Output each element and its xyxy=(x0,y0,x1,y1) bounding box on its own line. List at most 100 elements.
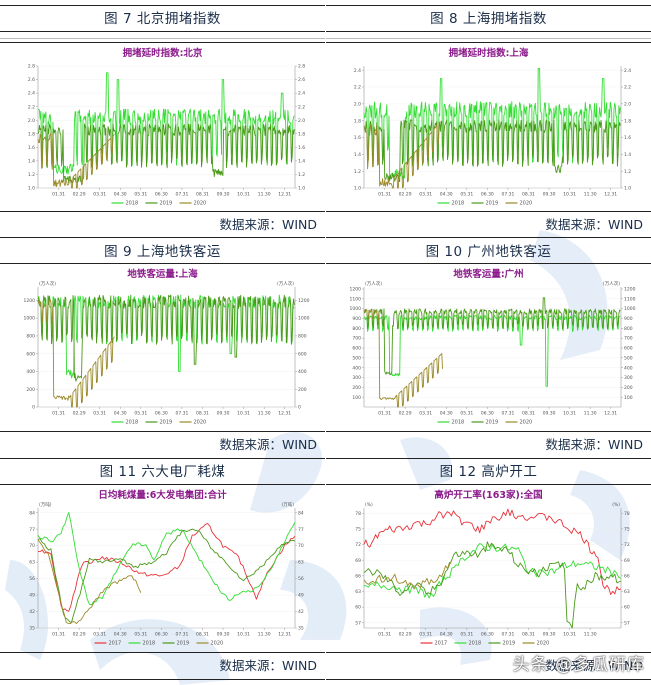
svg-text:1.6: 1.6 xyxy=(298,145,305,151)
svg-text:0: 0 xyxy=(32,405,35,411)
svg-text:1.8: 1.8 xyxy=(354,118,361,124)
svg-text:77: 77 xyxy=(298,527,304,533)
legend-item-2019: 2019 xyxy=(145,420,172,426)
legend-item-2018: 2018 xyxy=(111,201,138,207)
svg-text:2.6: 2.6 xyxy=(298,77,305,83)
svg-text:63: 63 xyxy=(298,560,304,566)
svg-text:1.2: 1.2 xyxy=(298,172,305,178)
svg-text:200: 200 xyxy=(352,385,361,391)
svg-text:1000: 1000 xyxy=(350,306,362,312)
svg-text:1.2: 1.2 xyxy=(28,172,35,178)
series-2020 xyxy=(37,539,142,625)
svg-text:1100: 1100 xyxy=(350,296,362,302)
divider xyxy=(0,5,325,6)
svg-text:06.30: 06.30 xyxy=(155,411,168,417)
legend-item-2020: 2020 xyxy=(179,420,207,426)
svg-text:08.31: 08.31 xyxy=(522,632,535,638)
svg-text:2017: 2017 xyxy=(435,641,448,647)
svg-text:800: 800 xyxy=(352,326,361,332)
svg-text:12.31: 12.31 xyxy=(604,411,617,417)
divider xyxy=(326,679,651,680)
svg-text:2019: 2019 xyxy=(160,201,173,207)
svg-text:11.30: 11.30 xyxy=(584,411,597,417)
svg-text:2018: 2018 xyxy=(452,420,465,426)
svg-text:01.31: 01.31 xyxy=(378,411,391,417)
svg-text:75: 75 xyxy=(624,526,630,532)
svg-text:11.30: 11.30 xyxy=(584,192,597,198)
svg-text:1.0: 1.0 xyxy=(28,186,35,192)
svg-text:04.30: 04.30 xyxy=(114,411,127,417)
legend-item-2017: 2017 xyxy=(94,641,121,647)
svg-text:56: 56 xyxy=(298,576,304,582)
series-2019 xyxy=(37,528,296,624)
series-2019 xyxy=(363,119,621,182)
svg-text:700: 700 xyxy=(352,336,361,342)
svg-text:02.29: 02.29 xyxy=(399,192,412,198)
svg-text:1.4: 1.4 xyxy=(28,158,35,164)
svg-text:0: 0 xyxy=(298,405,301,411)
data-source: 数据来源：WIND xyxy=(219,217,317,232)
svg-text:2.4: 2.4 xyxy=(354,68,361,74)
divider xyxy=(326,38,651,39)
svg-text:(万人次): (万人次) xyxy=(277,280,294,287)
svg-text:2020: 2020 xyxy=(520,420,533,426)
svg-text:2020: 2020 xyxy=(520,201,533,207)
svg-text:09.30: 09.30 xyxy=(543,192,556,198)
svg-text:60: 60 xyxy=(355,605,361,611)
svg-text:1.8: 1.8 xyxy=(624,118,631,124)
svg-text:2020: 2020 xyxy=(194,420,207,426)
divider xyxy=(0,237,325,238)
svg-text:2020: 2020 xyxy=(194,201,207,207)
svg-text:03.31: 03.31 xyxy=(93,632,106,638)
svg-text:200: 200 xyxy=(26,387,35,393)
svg-text:(万吨): (万吨) xyxy=(39,501,52,508)
svg-text:11.30: 11.30 xyxy=(584,632,597,638)
legend-item-2019: 2019 xyxy=(471,201,498,207)
svg-text:08.31: 08.31 xyxy=(196,632,209,638)
svg-text:35: 35 xyxy=(29,626,35,632)
svg-text:10.31: 10.31 xyxy=(563,632,576,638)
svg-text:63: 63 xyxy=(355,589,361,595)
legend-item-2020: 2020 xyxy=(179,201,207,207)
svg-text:100: 100 xyxy=(624,395,633,401)
divider xyxy=(0,263,325,264)
svg-text:06.30: 06.30 xyxy=(481,411,494,417)
figure-caption: 图 12 高炉开工 xyxy=(439,464,538,480)
svg-text:400: 400 xyxy=(298,369,307,375)
figure-8: 图 8 上海拥堵指数 拥堵延时指数:上海 1.0 1.0 1.2 1.2 1.4 1.4 1.… xyxy=(326,0,651,235)
svg-text:12.31: 12.31 xyxy=(604,192,617,198)
line-chart-svg: 拥堵延时指数:北京 1.0 1.0 1.2 1.2 1.4 1.4 1.6 1.6 1.8 1.8 2… xyxy=(28,47,305,207)
line-chart-svg: 高炉开工率(163家):全国 57 57 60 60 63 63 66 66 69 69 72 72 75… xyxy=(355,489,630,647)
svg-text:600: 600 xyxy=(298,351,307,357)
svg-text:1.6: 1.6 xyxy=(28,145,35,151)
svg-text:06.30: 06.30 xyxy=(481,192,494,198)
svg-text:600: 600 xyxy=(26,351,35,357)
svg-text:2020: 2020 xyxy=(211,641,224,647)
divider xyxy=(326,42,651,43)
chart-title: 高炉开工率(163家):全国 xyxy=(434,489,542,501)
svg-text:500: 500 xyxy=(624,355,633,361)
svg-text:400: 400 xyxy=(352,365,361,371)
legend-item-2017: 2017 xyxy=(420,641,448,647)
svg-text:57: 57 xyxy=(355,620,361,626)
divider xyxy=(326,211,651,212)
svg-text:11.30: 11.30 xyxy=(258,192,271,198)
svg-text:200: 200 xyxy=(624,385,633,391)
svg-text:1.8: 1.8 xyxy=(28,131,35,137)
svg-text:07.31: 07.31 xyxy=(175,411,188,417)
svg-text:2.0: 2.0 xyxy=(298,118,305,124)
legend-item-2019: 2019 xyxy=(471,420,498,426)
svg-text:07.31: 07.31 xyxy=(501,632,514,638)
legend-item-2020: 2020 xyxy=(522,641,549,647)
svg-text:1.6: 1.6 xyxy=(624,135,631,141)
divider xyxy=(0,431,325,432)
figure-caption: 图 9 上海地铁客运 xyxy=(104,244,221,260)
series-2019 xyxy=(37,294,295,382)
svg-text:2.8: 2.8 xyxy=(28,64,35,70)
figure-caption: 图 10 广州地铁客运 xyxy=(425,244,552,260)
svg-text:03.31: 03.31 xyxy=(93,192,106,198)
svg-text:84: 84 xyxy=(29,510,35,516)
svg-text:2.2: 2.2 xyxy=(624,85,631,91)
svg-text:04.30: 04.30 xyxy=(440,411,453,417)
svg-text:01.31: 01.31 xyxy=(378,632,391,638)
